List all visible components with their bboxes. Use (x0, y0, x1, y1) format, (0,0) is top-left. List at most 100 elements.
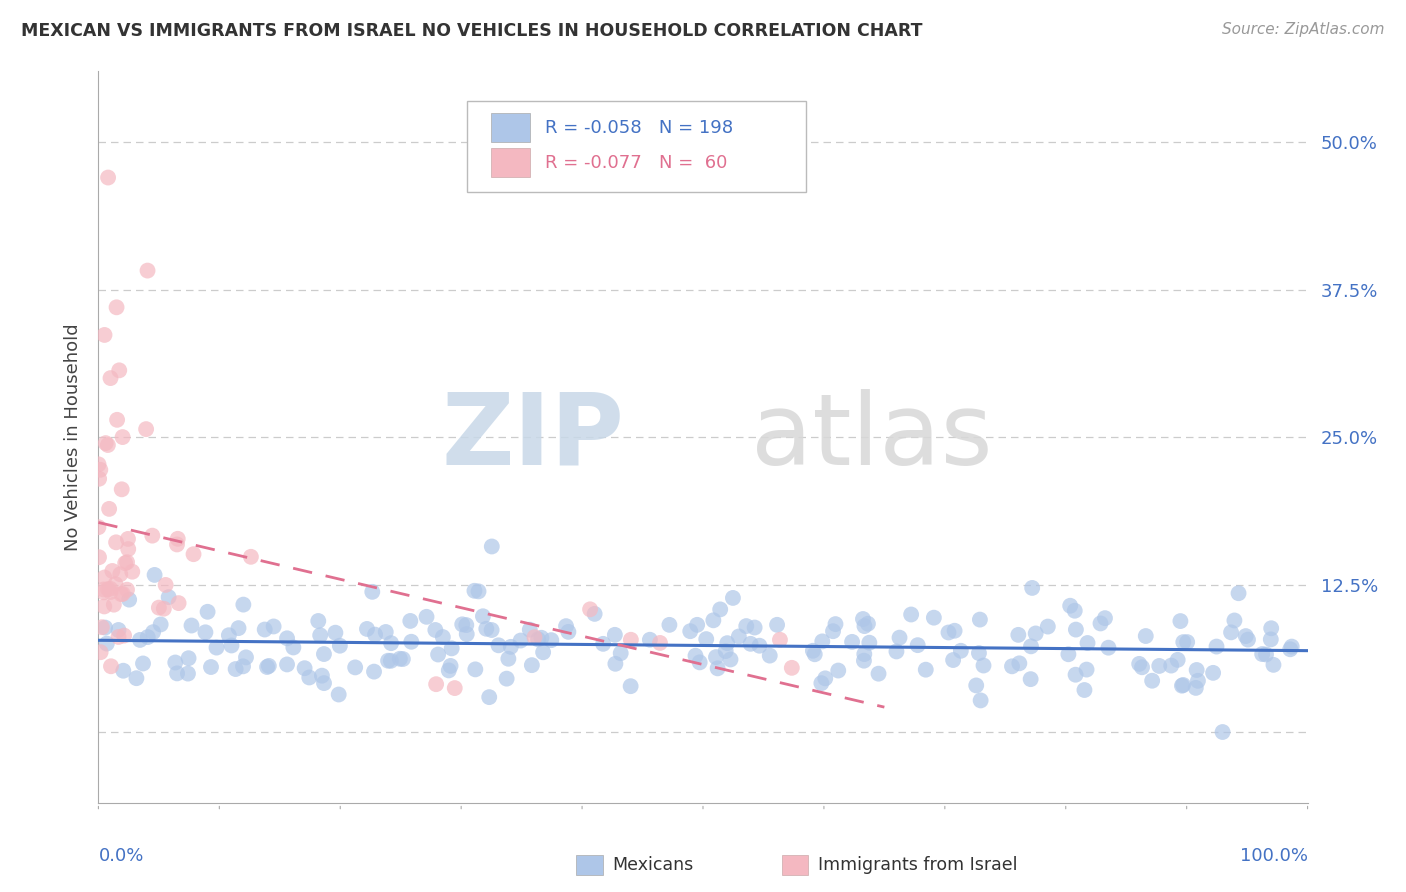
Point (425, 677, 447, 691)
Point (969, 693, 991, 707)
Point (1281, 640, 1303, 654)
Point (914, 663, 936, 677)
Point (263, 619, 285, 633)
Point (464, 662, 486, 676)
Point (155, 578, 177, 592)
Point (312, 647, 335, 661)
Point (1170, 614, 1192, 628)
Point (380, 654, 402, 668)
Point (90, 620, 112, 634)
Point (309, 628, 332, 642)
Point (104, 577, 127, 591)
Point (704, 650, 727, 665)
Point (1019, 672, 1042, 686)
Point (973, 658, 995, 673)
Point (1057, 647, 1080, 661)
Point (1064, 667, 1087, 681)
Point (93, 582, 115, 597)
Point (200, 660, 222, 674)
Point (1090, 616, 1112, 631)
Point (1007, 628, 1029, 642)
Point (463, 583, 485, 598)
Point (100, 371, 122, 385)
Point (531, 645, 554, 659)
Point (356, 622, 378, 636)
Point (103, 598, 125, 612)
Text: R = -0.058   N = 198: R = -0.058 N = 198 (544, 119, 733, 136)
Point (868, 666, 890, 681)
Point (740, 637, 762, 651)
Text: Immigrants from Israel: Immigrants from Israel (818, 856, 1018, 874)
Point (177, 651, 200, 665)
Point (329, 639, 352, 653)
Point (328, 688, 350, 702)
Point (499, 640, 522, 654)
Point (1185, 681, 1208, 695)
Point (1063, 604, 1085, 618)
Point (294, 661, 316, 675)
Point (1140, 673, 1163, 688)
Point (228, 621, 250, 635)
Point (399, 614, 422, 628)
Point (232, 659, 254, 673)
Point (361, 584, 384, 599)
Point (1173, 635, 1195, 649)
Point (87, 458, 110, 472)
Point (949, 644, 972, 658)
Point (478, 690, 501, 705)
Point (425, 623, 447, 637)
Point (135, 422, 157, 436)
Point (1008, 657, 1031, 671)
Point (239, 549, 262, 564)
Point (721, 591, 744, 605)
Text: atlas: atlas (751, 389, 993, 485)
Point (620, 679, 643, 693)
Point (852, 612, 875, 626)
Point (481, 540, 503, 554)
Text: MEXICAN VS IMMIGRANTS FROM ISRAEL NO VEHICLES IN HOUSEHOLD CORRELATION CHART: MEXICAN VS IMMIGRANTS FROM ISRAEL NO VEH… (21, 22, 922, 40)
Point (456, 627, 478, 641)
Point (401, 634, 423, 648)
Point (97, 438, 120, 452)
Point (1212, 725, 1234, 739)
Point (1073, 683, 1095, 698)
Point (889, 631, 911, 645)
Point (1076, 636, 1098, 650)
Point (166, 537, 188, 551)
Point (811, 634, 834, 648)
Point (388, 652, 411, 666)
Point (592, 637, 614, 651)
Point (942, 653, 965, 667)
Point (803, 647, 825, 661)
Point (1130, 660, 1153, 674)
Point (93, 570, 115, 584)
Point (105, 301, 128, 315)
Point (112, 664, 135, 678)
Point (90, 645, 112, 659)
Point (766, 617, 789, 632)
Point (1234, 629, 1257, 643)
Point (105, 535, 128, 549)
Point (810, 676, 832, 690)
Point (93, 327, 115, 342)
Point (748, 639, 770, 653)
Point (744, 620, 766, 634)
Point (177, 666, 200, 681)
Point (530, 631, 553, 645)
Point (232, 598, 254, 612)
Point (97, 582, 120, 596)
Point (129, 632, 152, 647)
Point (148, 600, 170, 615)
Point (440, 641, 463, 656)
Point (89, 463, 111, 477)
Point (824, 617, 846, 632)
Point (235, 650, 257, 665)
Point (194, 625, 217, 640)
Point (716, 636, 738, 650)
Point (638, 632, 661, 647)
Point (125, 671, 148, 685)
Point (853, 619, 876, 633)
Point (111, 483, 134, 497)
Point (1167, 653, 1189, 667)
Bar (492, 113, 530, 143)
